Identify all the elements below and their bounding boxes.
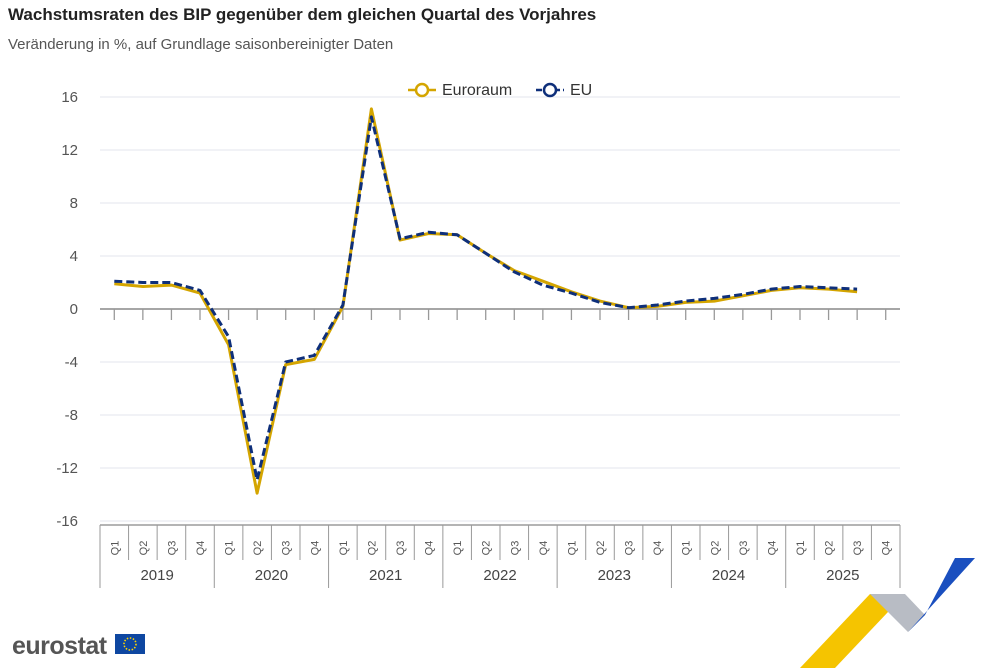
legend-marker-icon	[542, 82, 558, 98]
quarter-label: Q1	[338, 541, 350, 556]
year-label: 2019	[140, 567, 173, 584]
chart-subtitle: Veränderung in %, auf Grundlage saisonbe…	[8, 36, 394, 53]
quarter-label: Q1	[681, 541, 693, 556]
decor-grey-shape	[870, 594, 925, 632]
chart-title: Wachstumsraten des BIP gegenüber dem gle…	[8, 5, 597, 24]
quarter-label: Q3	[281, 541, 293, 556]
quarter-label: Q3	[509, 541, 521, 556]
quarter-label: Q4	[309, 541, 321, 556]
y-tick-label: -4	[65, 354, 78, 371]
quarter-label: Q4	[195, 541, 207, 556]
quarter-label: Q2	[824, 541, 836, 556]
legend-label: EU	[570, 82, 592, 99]
y-tick-label: 12	[61, 142, 78, 159]
y-tick-label: -16	[56, 513, 78, 530]
series-line-euroraum	[114, 107, 858, 495]
series-line-eu	[114, 115, 858, 482]
quarter-label: Q2	[481, 541, 493, 556]
legend-marker-icon	[414, 82, 430, 98]
logo-text: eurostat	[12, 632, 107, 660]
decor-yellow-shape	[800, 594, 905, 668]
quarter-label: Q1	[795, 541, 807, 556]
quarter-label: Q4	[766, 541, 778, 556]
quarter-label: Q2	[709, 541, 721, 556]
quarter-label: Q1	[109, 541, 121, 556]
eu-flag-icon	[115, 634, 146, 655]
year-label: 2022	[483, 567, 516, 584]
quarter-label: Q1	[452, 541, 464, 556]
quarter-label: Q2	[252, 541, 264, 556]
decor-blue-shape	[908, 558, 975, 632]
quarter-label: Q3	[166, 541, 178, 556]
quarter-label: Q3	[395, 541, 407, 556]
year-label: 2020	[255, 567, 288, 584]
quarter-label: Q4	[424, 541, 436, 556]
year-label: 2024	[712, 567, 745, 584]
y-tick-label: 0	[70, 301, 78, 318]
eurostat-logo: eurostat	[12, 632, 146, 661]
legend-label: Euroraum	[442, 82, 512, 99]
quarter-label: Q4	[881, 541, 893, 556]
year-label: 2025	[826, 567, 859, 584]
quarter-label: Q4	[652, 541, 664, 556]
quarter-label: Q2	[138, 541, 150, 556]
quarter-label: Q2	[595, 541, 607, 556]
quarter-label: Q3	[852, 541, 864, 556]
y-tick-label: -8	[65, 407, 78, 424]
year-label: 2021	[369, 567, 402, 584]
quarter-label: Q3	[738, 541, 750, 556]
quarter-label: Q2	[366, 541, 378, 556]
quarter-label: Q4	[538, 541, 550, 556]
quarter-label: Q1	[224, 541, 236, 556]
year-label: 2023	[598, 567, 631, 584]
y-tick-label: -12	[56, 460, 78, 477]
y-tick-label: 8	[70, 195, 78, 212]
quarter-label: Q3	[624, 541, 636, 556]
quarter-label: Q1	[566, 541, 578, 556]
y-tick-label: 16	[61, 89, 78, 106]
y-tick-label: 4	[70, 248, 78, 265]
